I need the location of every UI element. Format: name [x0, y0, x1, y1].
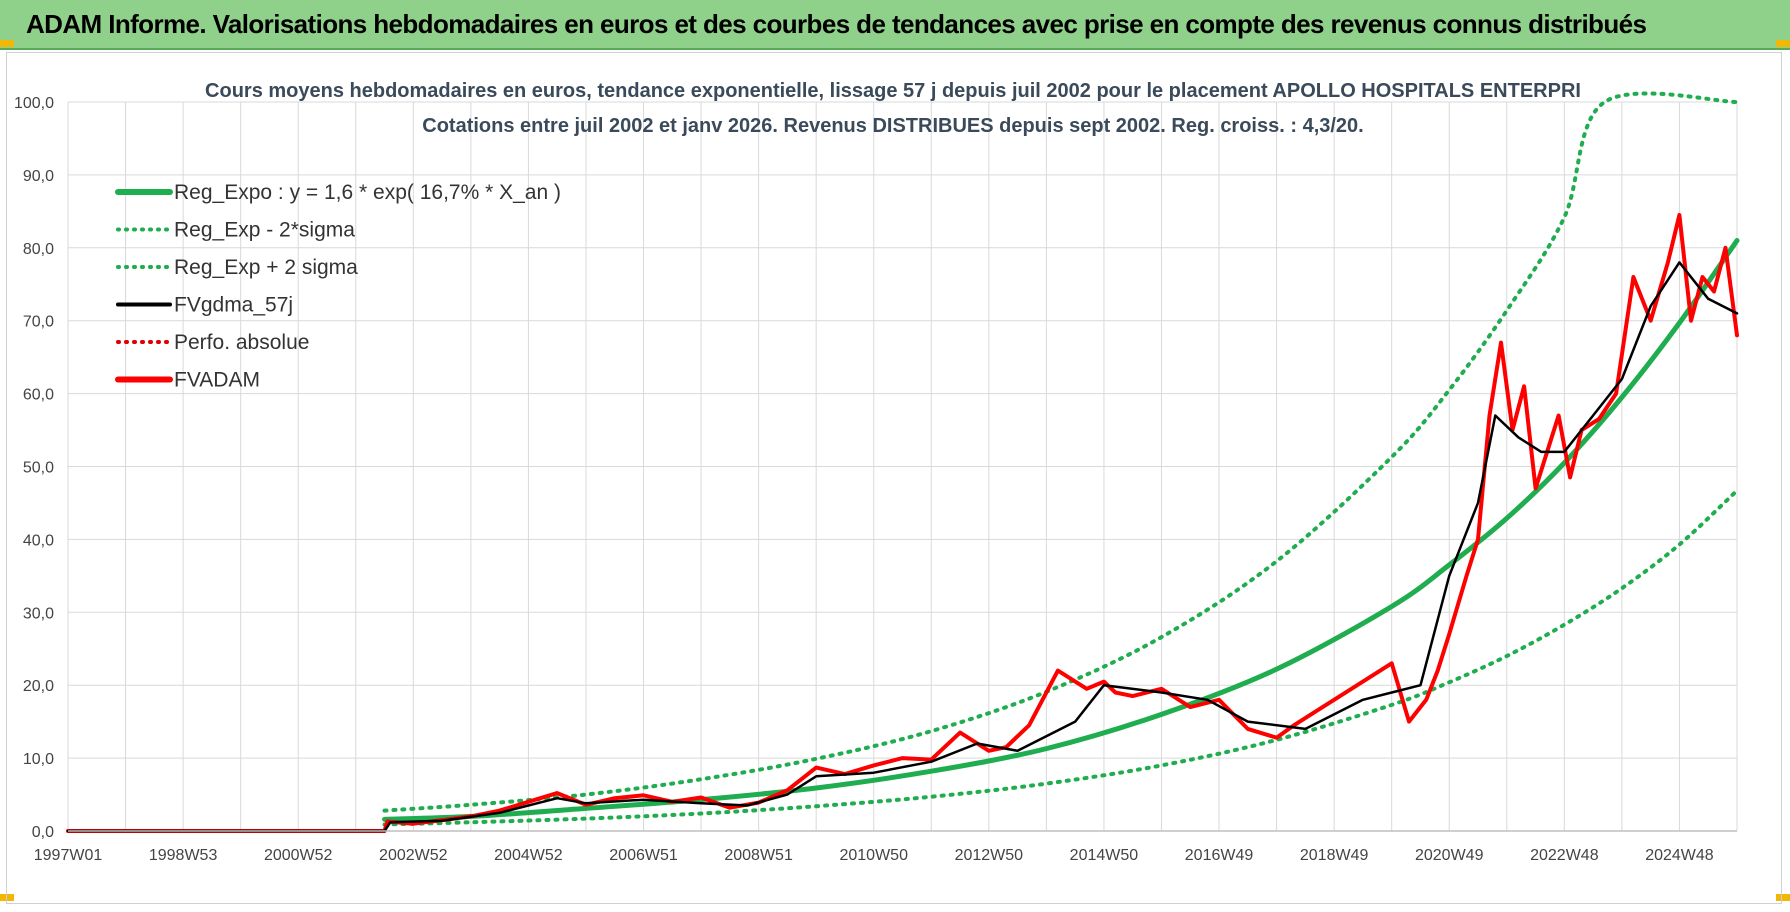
report-banner: ADAM Informe. Valorisations hebdomadaire…	[0, 0, 1790, 50]
x-tick-label: 2018W49	[1300, 847, 1369, 864]
legend: Reg_Expo : y = 1,6 * exp( 16,7% * X_an )…	[115, 181, 561, 392]
x-tick-label: 2008W51	[724, 847, 793, 864]
x-tick-label: 2012W50	[955, 847, 1024, 864]
y-tick-label: 70,0	[23, 314, 54, 331]
corner-accent-top-right	[1776, 40, 1790, 47]
y-tick-label: 40,0	[23, 532, 54, 549]
y-tick-label: 0,0	[32, 824, 54, 841]
x-tick-label: 2010W50	[839, 847, 908, 864]
x-tick-label: 1997W01	[34, 847, 103, 864]
legend-label: Perfo. absolue	[174, 331, 309, 354]
x-tick-label: 2020W49	[1415, 847, 1484, 864]
corner-accent-top-left	[0, 40, 14, 47]
chart-title: Cours moyens hebdomadaires en euros, ten…	[205, 80, 1581, 137]
x-tick-label: 2006W51	[609, 847, 678, 864]
corner-accent-bottom-left	[0, 894, 14, 901]
series-line-fvgdma-57j	[66, 261, 1739, 833]
y-tick-label: 90,0	[23, 168, 54, 185]
axes: 0,0 10,0 20,0 30,0 40,0 50,0 60,0 70,0 80,0 90,0 1…	[14, 95, 1737, 864]
legend-label: FVgdma_57j	[174, 294, 293, 317]
x-tick-label: 2022W48	[1530, 847, 1599, 864]
legend-label: Reg_Expo : y = 1,6 * exp( 16,7% * X_an )	[174, 181, 561, 204]
chart-frame	[6, 52, 1782, 904]
legend-label: Reg_Exp - 2*sigma	[174, 219, 355, 242]
legend-label: FVADAM	[174, 369, 260, 392]
x-tick-label: 2014W50	[1070, 847, 1139, 864]
corner-accent-bottom-right	[1776, 894, 1790, 901]
y-tick-label: 10,0	[23, 751, 54, 768]
x-tick-label: 2024W48	[1645, 847, 1714, 864]
series-line-reg-exp-2-sigma	[382, 91, 1739, 813]
y-tick-label: 20,0	[23, 678, 54, 695]
series-line-reg-expo-y-1-6-exp-16-7-x-an	[382, 238, 1740, 822]
x-tick-label: 2002W52	[379, 847, 448, 864]
y-tick-label: 60,0	[23, 387, 54, 404]
y-tick-label: 50,0	[23, 460, 54, 477]
y-tick-label: 80,0	[23, 241, 54, 258]
legend-label: Reg_Exp + 2 sigma	[174, 256, 358, 279]
chart-title-line2: Cotations entre juil 2002 et janv 2026. …	[422, 115, 1363, 137]
y-tick-label: 100,0	[14, 95, 54, 112]
series-line-reg-exp-2-sigma	[382, 488, 1739, 827]
x-tick-label: 2016W49	[1185, 847, 1254, 864]
report-title: ADAM Informe. Valorisations hebdomadaire…	[26, 9, 1647, 39]
x-tick-label: 1998W53	[149, 847, 218, 864]
x-tick-label: 2000W52	[264, 847, 333, 864]
x-tick-label: 2004W52	[494, 847, 563, 864]
grid	[67, 101, 1738, 832]
y-tick-label: 30,0	[23, 605, 54, 622]
chart-title-line1: Cours moyens hebdomadaires en euros, ten…	[205, 80, 1581, 102]
series-layer	[66, 91, 1740, 833]
